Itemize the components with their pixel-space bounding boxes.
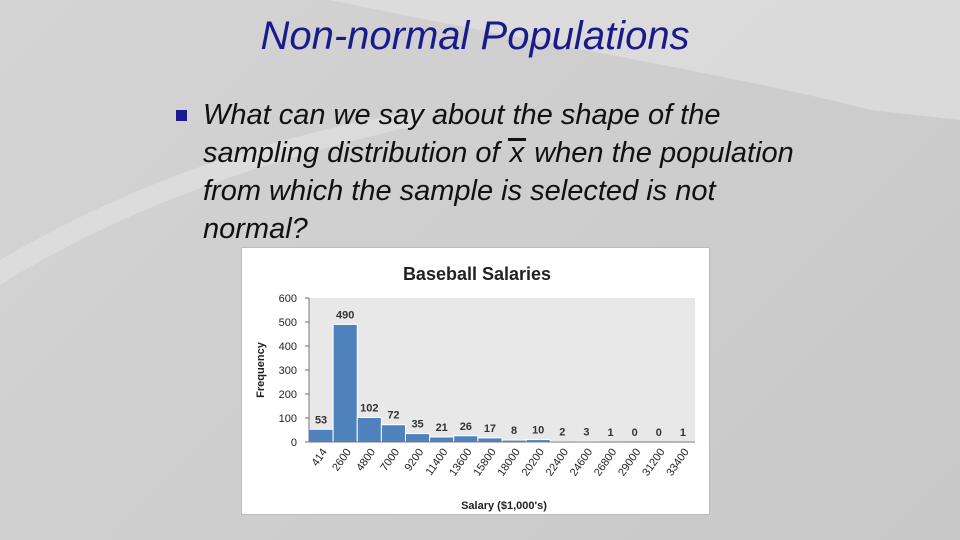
- bar: [356, 417, 382, 443]
- bar-data-label: 1: [680, 427, 686, 439]
- bar: [308, 428, 334, 443]
- bar-data-label: 0: [632, 427, 638, 439]
- x-tick-label: 15800: [471, 447, 498, 479]
- chart-title: Baseball Salaries: [403, 264, 551, 284]
- baseball-salaries-chart: Baseball Salaries Frequency Salary ($1,0…: [255, 264, 696, 512]
- bar-data-label: 35: [411, 419, 423, 431]
- x-tick-label: 414: [310, 447, 330, 469]
- x-tick-label: 2600: [330, 447, 354, 474]
- bar-data-label: 3: [583, 426, 589, 438]
- bar: [405, 433, 431, 443]
- bar-data-label: 72: [387, 410, 399, 422]
- bullet-text-after: when the population from which the sampl…: [203, 137, 794, 245]
- y-tick-label: 300: [279, 365, 297, 377]
- bar-data-label: 10: [532, 425, 544, 437]
- x-tick-label: 31200: [640, 447, 667, 479]
- y-tick-label: 200: [279, 389, 297, 401]
- bar-data-label: 17: [484, 423, 496, 435]
- bar-data-label: 102: [360, 403, 378, 415]
- bar: [453, 435, 479, 443]
- bar: [332, 323, 358, 443]
- bar-data-label: 8: [511, 425, 517, 437]
- bar-data-label: 21: [436, 422, 448, 434]
- bullet-text-before: What can we say about the shape of the s…: [203, 99, 721, 169]
- y-tick-label: 400: [279, 341, 297, 353]
- bar: [477, 437, 503, 443]
- x-tick-label: 13600: [447, 447, 474, 479]
- chart-y-axis-label: Frequency: [255, 341, 267, 398]
- bar-data-label: 1: [608, 427, 614, 439]
- x-tick-label: 20200: [520, 447, 547, 479]
- bar-data-label: 53: [315, 414, 327, 426]
- y-tick-label: 0: [291, 437, 297, 449]
- bar-data-label: 0: [656, 427, 662, 439]
- x-tick-label: 33400: [664, 447, 691, 479]
- x-tick-label: 29000: [616, 447, 643, 479]
- bar-data-label: 490: [336, 309, 354, 321]
- bar-data-label: 26: [460, 421, 472, 433]
- y-tick-label: 600: [279, 293, 297, 305]
- y-tick-label: 500: [279, 317, 297, 329]
- x-tick-label: 9200: [403, 447, 427, 474]
- x-tick-label: 18000: [496, 447, 523, 479]
- x-tick-label: 26800: [592, 447, 619, 479]
- chart-x-axis-label: Salary ($1,000's): [461, 500, 547, 512]
- x-tick-label: 4800: [354, 447, 378, 474]
- bar: [429, 436, 455, 443]
- bar: [380, 424, 406, 443]
- x-tick-label: 24600: [568, 447, 595, 479]
- x-tick-label: 11400: [424, 447, 451, 478]
- x-tick-label: 7000: [378, 447, 402, 474]
- slide-title: Non-normal Populations: [260, 14, 690, 58]
- x-bar-symbol: x: [507, 137, 527, 169]
- bar-data-label: 2: [559, 427, 565, 439]
- chart-panel: Baseball Salaries Frequency Salary ($1,0…: [241, 247, 710, 515]
- y-tick-label: 100: [279, 413, 297, 425]
- x-tick-label: 22400: [544, 447, 571, 479]
- bullet-text: What can we say about the shape of the s…: [203, 96, 803, 248]
- bullet-square-icon: [176, 110, 187, 121]
